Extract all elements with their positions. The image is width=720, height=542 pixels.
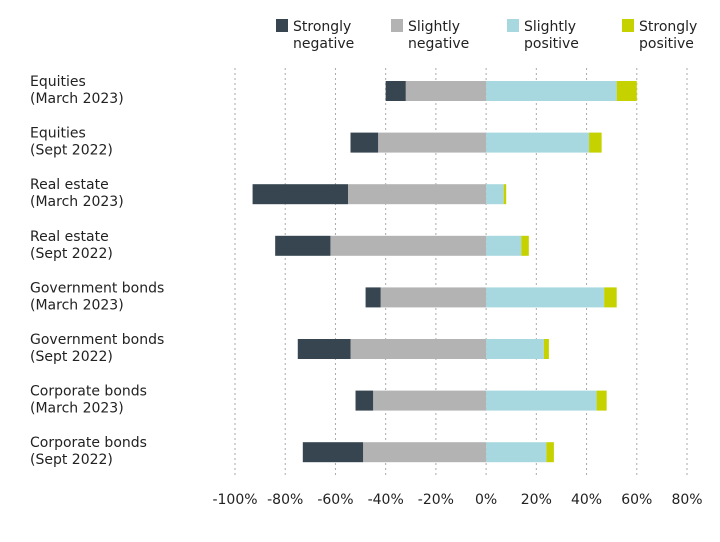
bar-segment [486, 390, 597, 411]
bar-segment [405, 81, 487, 101]
y-tick-label: Real estate (Sept 2022) [30, 229, 113, 262]
bar-segment [543, 339, 549, 359]
bar-segment [355, 390, 374, 411]
y-tick-label: Equities (March 2023) [30, 74, 124, 107]
x-tick-label: 80% [671, 492, 702, 508]
legend-swatch [507, 19, 519, 32]
legend-label: Slightly positive [524, 19, 579, 52]
legend-swatch [391, 19, 403, 32]
x-tick-label: -80% [267, 492, 303, 508]
bar-segment [252, 184, 348, 205]
bar-segment [350, 339, 487, 359]
bar-segment [350, 132, 379, 153]
x-tick-label: 40% [571, 492, 602, 508]
y-tick-label: Real estate (March 2023) [30, 177, 124, 210]
bar-segment [486, 81, 617, 101]
bar-segment [521, 235, 529, 256]
y-tick-label: Equities (Sept 2022) [30, 126, 113, 159]
bar-segment [503, 184, 507, 205]
bar-segment [275, 235, 331, 256]
bar-segment [616, 81, 637, 101]
legend-swatch [276, 19, 288, 32]
bar-segment [546, 442, 554, 463]
bar-segment [330, 235, 487, 256]
bar-segment [297, 339, 351, 359]
bar-segment [380, 287, 487, 308]
legend-label: Strongly negative [293, 19, 354, 52]
legend-swatch [622, 19, 634, 32]
legend-label: Strongly positive [639, 19, 697, 52]
y-tick-label: Corporate bonds (Sept 2022) [30, 435, 147, 468]
bar-segment [378, 132, 487, 153]
bar-segment [486, 442, 547, 463]
bar-segment [373, 390, 487, 411]
bar-segment [486, 235, 522, 256]
bar-segment [363, 442, 487, 463]
bar-segment [486, 184, 504, 205]
y-tick-label: Government bonds (Sept 2022) [30, 332, 164, 365]
bar-segment [348, 184, 487, 205]
legend-label: Slightly negative [408, 19, 469, 52]
x-tick-label: 60% [621, 492, 652, 508]
x-tick-label: 20% [521, 492, 552, 508]
x-tick-label: -20% [418, 492, 454, 508]
x-tick-label: -40% [368, 492, 404, 508]
x-tick-label: -60% [317, 492, 353, 508]
bar-segment [604, 287, 617, 308]
bar-segment [596, 390, 607, 411]
bar-segment [385, 81, 406, 101]
x-tick-label: 0% [475, 492, 497, 508]
bar-segment [486, 287, 605, 308]
y-tick-label: Corporate bonds (March 2023) [30, 384, 147, 417]
bar-segment [365, 287, 381, 308]
bar-segment [486, 132, 590, 153]
bar-segment [486, 339, 544, 359]
bar-segment [589, 132, 602, 153]
x-tick-label: -100% [212, 492, 257, 508]
bar-segment [302, 442, 364, 463]
y-tick-label: Government bonds (March 2023) [30, 280, 164, 313]
